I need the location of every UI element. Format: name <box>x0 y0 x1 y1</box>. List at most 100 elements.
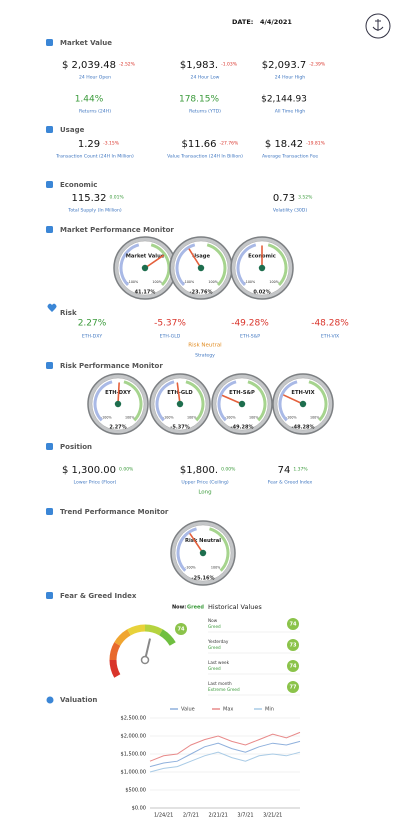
stat-change: -1.03% <box>221 62 238 68</box>
section-title: Market Value <box>60 39 112 47</box>
fear-greed-band <box>109 659 121 678</box>
stat-value: 115.32 <box>72 193 107 204</box>
section-icon <box>46 696 54 704</box>
stat-label: Average Transaction Fee <box>262 154 318 160</box>
section-title: Risk Performance Monitor <box>60 362 163 370</box>
fear-greed-band <box>109 642 121 661</box>
gauge-title: ETH-GLD <box>167 390 193 396</box>
logo-anchor <box>372 19 384 31</box>
gauge-band <box>308 380 328 422</box>
stat-change: -2.52% <box>119 62 136 68</box>
stat-label: All Time High <box>275 109 306 115</box>
history-period: Last week <box>208 660 230 665</box>
history-value: 73 <box>290 643 297 649</box>
section-icon <box>46 126 53 133</box>
gauge-band <box>150 243 171 287</box>
stat-label: 24 Hour Low <box>191 75 220 81</box>
gauge-hub <box>258 264 266 272</box>
history-class: Greed <box>208 666 221 671</box>
gauge-title: Usage <box>192 253 211 259</box>
gauge-hub <box>114 400 122 408</box>
gauge-title: Market Value <box>126 253 165 259</box>
gauge-needle <box>117 382 120 405</box>
gauge-value: -23.76% <box>190 290 213 296</box>
gauge-title: Risk Neutral <box>185 538 221 544</box>
x-tick-label: 2/7/21 <box>183 813 199 819</box>
gauge-needle <box>189 533 204 554</box>
section-icon <box>46 362 53 369</box>
section-title: Trend Performance Monitor <box>60 508 169 516</box>
gauge-max-label: 100% <box>187 416 196 420</box>
gauge-band <box>267 243 288 287</box>
gauge-hub <box>197 264 205 272</box>
x-tick-label: 3/7/21 <box>237 813 253 819</box>
x-tick-label: 2/21/21 <box>209 813 228 819</box>
gauge-title: ETH-VIX <box>291 390 314 396</box>
y-tick-label: $1,000.00 <box>121 770 146 776</box>
history-period: Now <box>208 618 218 623</box>
stat-change: 0.00% <box>119 467 134 473</box>
section-title: Position <box>60 443 92 451</box>
gauge-hub <box>176 400 184 408</box>
gauge-band <box>176 527 197 572</box>
gauge-max-label: 100% <box>269 280 278 284</box>
stat-value: $ 18.42 <box>265 139 303 150</box>
date-label: DATE: <box>232 18 253 26</box>
stat-change: 3.52% <box>298 195 313 201</box>
stat-label: Total Supply (In Million) <box>67 208 122 214</box>
gauge-max-label: 100% <box>152 280 161 284</box>
fear-greed-value: 74 <box>178 627 185 633</box>
history-badge <box>287 660 299 672</box>
history-value: 74 <box>290 622 297 628</box>
gauge-min-label: -100% <box>101 416 112 420</box>
history-badge <box>287 639 299 651</box>
gauge-band <box>247 380 267 422</box>
gauge-min-label: -100% <box>225 416 236 420</box>
gauge-min-label: -100% <box>245 280 256 284</box>
section-icon <box>46 226 53 233</box>
fear-greed-band <box>159 629 176 646</box>
gauge-band <box>175 243 196 287</box>
history-badge <box>287 618 299 630</box>
gauge-band <box>209 527 230 572</box>
stat-label: Fear & Greed Index <box>268 480 313 486</box>
y-tick-label: $0.00 <box>132 806 146 812</box>
risk-value: 2.27% <box>78 319 107 329</box>
gauge-hub <box>299 400 307 408</box>
gauge-value: -49.28% <box>231 425 254 431</box>
position-direction: Long <box>198 490 211 496</box>
stat-value: 74 <box>278 465 291 476</box>
gauge-band <box>217 380 237 422</box>
stat-change: 1.37% <box>293 467 308 473</box>
legend-label: Value <box>181 707 195 713</box>
gauge-needle <box>221 394 243 405</box>
stat-change: -3.15% <box>103 141 120 147</box>
history-class: Greed <box>208 645 221 650</box>
stat-label: Volatility (30D) <box>273 208 307 214</box>
risk-value: -5.37% <box>154 319 186 329</box>
gauge-value: -25.16% <box>192 576 215 582</box>
stat-value: $1,800. <box>180 465 218 476</box>
stat-value: 1.44% <box>75 95 104 105</box>
section-icon <box>46 181 53 188</box>
gauge-band <box>236 243 257 287</box>
section-icon <box>46 592 53 599</box>
gauge-needle <box>283 394 304 405</box>
fear-greed-badge <box>175 623 187 635</box>
section-title: Market Performance Monitor <box>60 226 174 234</box>
fear-greed-hub <box>140 655 150 665</box>
gauge-value: -5.37% <box>170 425 189 431</box>
section-icon <box>46 39 53 46</box>
risk-label: ETH-DXY <box>82 334 103 340</box>
x-tick-label: 3/21/21 <box>263 813 282 819</box>
section-title: Usage <box>60 126 85 134</box>
stat-label: Value Transaction (24H In Billion) <box>167 154 243 160</box>
history-class: Greed <box>208 624 221 629</box>
risk-value: -48.28% <box>311 319 349 329</box>
stat-value: 0.73 <box>273 193 295 204</box>
stat-value: $2,093.7 <box>262 60 307 71</box>
section-icon <box>46 508 53 515</box>
gauge-title: ETH-S&P <box>229 390 255 396</box>
y-tick-label: $1,500.00 <box>121 752 146 758</box>
history-value: 77 <box>290 685 297 691</box>
